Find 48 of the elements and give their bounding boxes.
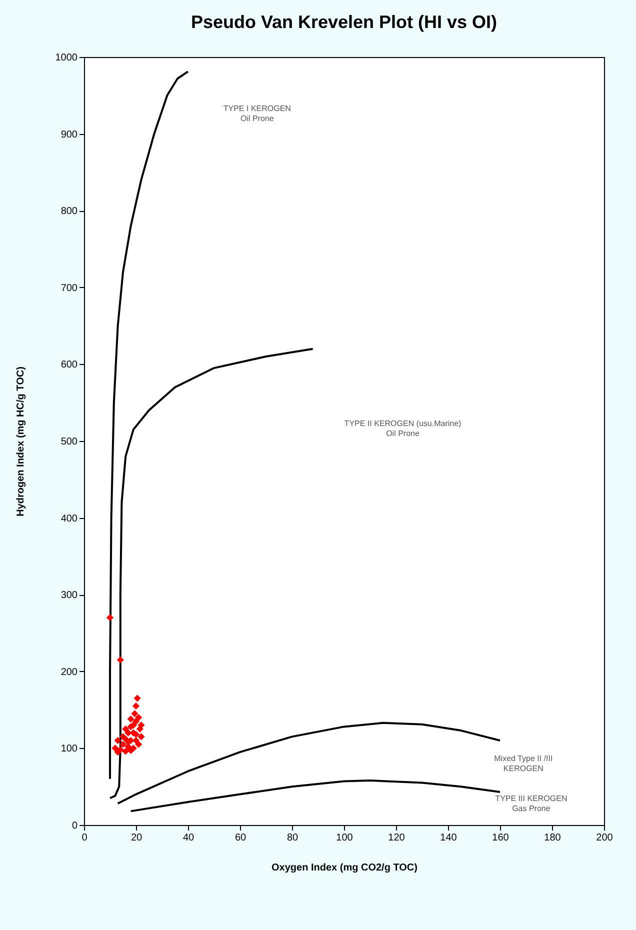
x-tick-label: 160 [492,832,510,844]
x-tick-label: 140 [440,832,458,844]
point [106,614,114,622]
y-axis-title: Hydrogen Index (mg HC/g TOC) [15,366,26,516]
y-tick-label: 100 [60,744,78,755]
point [135,714,142,722]
point [134,694,141,702]
point [132,736,140,744]
y-tick-label: 1000 [55,52,78,64]
line-series [109,70,189,780]
y-tick-label: 800 [60,206,78,218]
annotation: Mixed Type II /III KEROGEN [494,754,553,773]
annotation: TYPE III KEROGEN Gas Prone [495,794,568,813]
point [132,702,140,710]
point [138,733,145,740]
y-tick-label: 700 [60,282,78,294]
point [119,733,127,740]
point [116,656,124,664]
y-tick-label: 400 [60,513,78,524]
y-tick-label: 0 [72,820,78,832]
line-series [109,348,314,800]
point [114,748,122,756]
y-tick-label: 200 [60,666,78,678]
x-tick-label: 20 [130,832,142,844]
y-tick-label: 600 [60,360,78,371]
point [122,748,130,755]
point [119,740,127,748]
x-tick-label: 40 [182,832,194,844]
x-tick-label: 0 [82,832,88,844]
x-tick-label: 100 [336,832,354,844]
x-tick-label: 200 [596,832,614,844]
x-tick-label: 60 [234,832,246,844]
point [138,722,145,729]
x-tick-label: 120 [388,832,406,844]
point [132,718,140,725]
point [127,715,134,723]
y-tick-label: 300 [60,590,78,602]
point [131,710,138,718]
point [114,736,122,744]
point [122,725,130,733]
annotation: TYPE II KEROGEN (usu.Marine) Oil Prone [344,419,462,438]
y-tick-label: 500 [60,436,78,448]
chart-title: Pseudo Van Krevelen Plot (HI vs OI) [190,12,498,32]
x-tick-label: 80 [286,832,298,844]
x-axis-title: Oxygen Index (mg CO2/g TOC) [272,862,418,874]
y-tick-label: 900 [60,129,78,140]
x-tick-label: 180 [544,832,562,844]
annotation: TYPE I KEROGEN Oil Prone [223,104,292,124]
